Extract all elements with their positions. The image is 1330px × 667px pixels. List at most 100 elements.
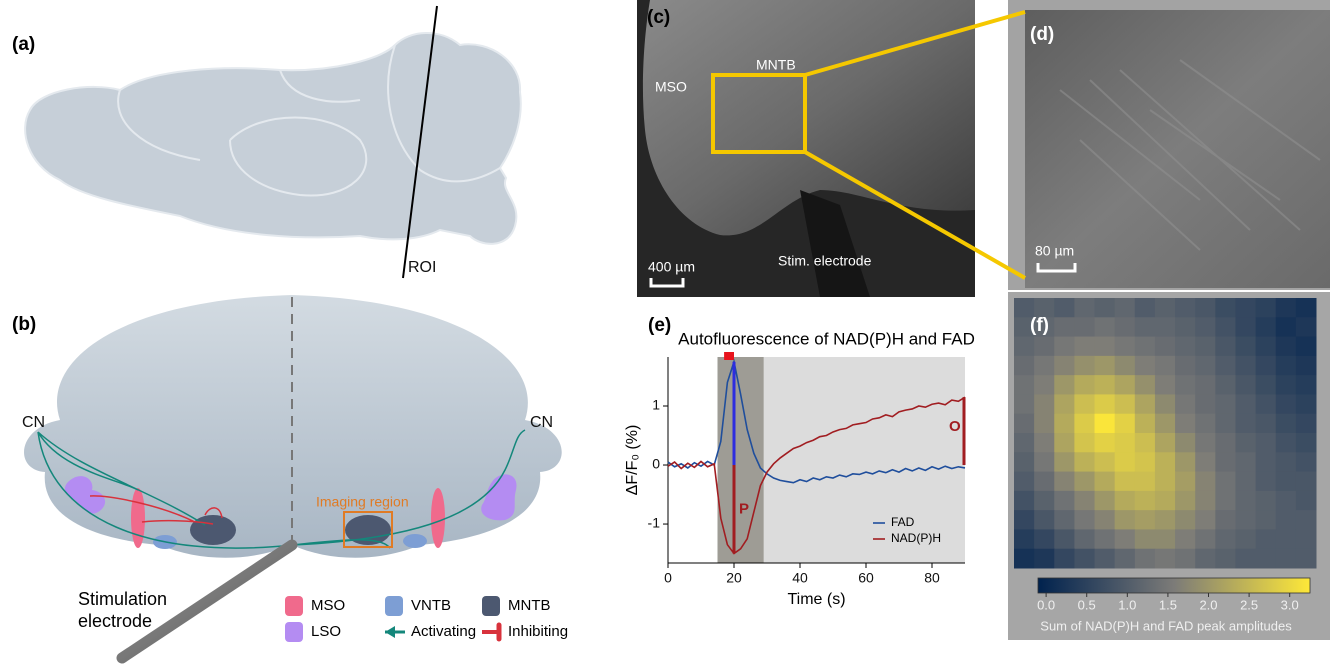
heatmap-cell [1256,433,1277,453]
heatmap-cell [1155,298,1176,318]
heatmap-cell [1074,356,1095,376]
heatmap-cell [1235,317,1256,337]
legend-label: MNTB [508,597,551,614]
heatmap-cell [1054,472,1075,492]
heatmap-cell [1195,452,1216,472]
legend-swatch [385,596,403,616]
electrode-label: electrode [78,611,152,631]
heatmap-cell [1195,472,1216,492]
heatmap-cell [1276,356,1297,376]
heatmap-cell [1115,549,1136,569]
heatmap-cell [1054,433,1075,453]
heatmap-cell [1115,317,1136,337]
heatmap-cell [1034,472,1055,492]
heatmap-cell [1215,472,1236,492]
panel-f: (f)0.00.51.01.52.02.53.0Sum of NAD(P)H a… [1008,292,1330,640]
heatmap-cell [1276,414,1297,434]
heatmap-cell [1014,472,1035,492]
mso-right [431,488,445,548]
heatmap-cell [1256,491,1277,511]
heatmap-cell [1195,510,1216,530]
heatmap-cell [1296,337,1317,357]
legend-label: VNTB [411,597,451,614]
heatmap-cell [1095,394,1116,414]
heatmap-cell [1074,529,1095,549]
heatmap-cell [1235,549,1256,569]
heatmap-cell [1135,356,1156,376]
heatmap-cell [1195,317,1216,337]
heatmap-cell [1235,472,1256,492]
heatmap-cell [1115,510,1136,530]
heatmap-cell [1175,317,1196,337]
heatmap-cell [1014,491,1035,511]
panel-label: (e) [648,315,671,336]
y-tick-label: 0 [652,456,660,472]
heatmap-cell [1175,356,1196,376]
heatmap-cell [1276,433,1297,453]
heatmap-cell [1054,549,1075,569]
heatmap-cell [1296,491,1317,511]
colorbar [1038,578,1310,593]
heatmap-cell [1215,529,1236,549]
heatmap-cell [1155,549,1176,569]
heatmap-cell [1014,433,1035,453]
heatmap-cell [1235,452,1256,472]
heatmap-cell [1095,375,1116,395]
colorbar-tick-label: 2.0 [1199,597,1217,612]
heatmap-cell [1155,414,1176,434]
heatmap-cell [1195,549,1216,569]
panel-c: MSO MNTB Stim. electrode 400 µm (c) [637,0,975,297]
heatmap-cell [1175,452,1196,472]
heatmap-cell [1155,452,1176,472]
legend-label: NAD(P)H [891,531,941,545]
panel-label: (d) [1030,24,1054,45]
heatmap-cell [1256,529,1277,549]
heatmap-cell [1215,356,1236,376]
heatmap-cell [1014,337,1035,357]
heatmap-cell [1074,472,1095,492]
heatmap-cell [1256,549,1277,569]
heatmap-cell [1235,433,1256,453]
heatmap-cell [1296,452,1317,472]
heatmap-cell [1296,433,1317,453]
heatmap-cell [1235,529,1256,549]
x-tick-label: 60 [858,570,874,586]
heatmap-cell [1155,433,1176,453]
heatmap-cell [1195,433,1216,453]
heatmap-cell [1155,510,1176,530]
heatmap-cell [1296,472,1317,492]
heatmap-cell [1054,394,1075,414]
heatmap-cell [1095,510,1116,530]
vntb-right [403,534,427,548]
heatmap-cell [1215,491,1236,511]
heatmap-cell [1296,414,1317,434]
heatmap-cell [1054,337,1075,357]
annotation: O [949,418,961,435]
annotation: P [739,500,749,517]
heatmap-cell [1095,298,1116,318]
heatmap-cell [1256,375,1277,395]
heatmap-cell [1296,317,1317,337]
heatmap-cell [1054,529,1075,549]
colorbar-tick-label: 2.5 [1240,597,1258,612]
heatmap-cell [1235,414,1256,434]
colorbar-tick-label: 1.5 [1159,597,1177,612]
heatmap-cell [1276,337,1297,357]
heatmap-cell [1155,337,1176,357]
heatmap-cell [1135,433,1156,453]
heatmap-cell [1276,472,1297,492]
stimulus-bar [724,352,734,360]
heatmap-cell [1095,452,1116,472]
heatmap-cell [1256,472,1277,492]
heatmap-cell [1175,414,1196,434]
legend-swatch [385,626,395,638]
heatmap-cell [1074,375,1095,395]
heatmap-cell [1074,491,1095,511]
heatmap-cell [1135,414,1156,434]
heatmap-cell [1296,529,1317,549]
heatmap-cell [1175,298,1196,318]
heatmap-cell [1175,472,1196,492]
y-tick-label: 1 [652,397,660,413]
heatmap-cell [1115,375,1136,395]
heatmap-cell [1215,375,1236,395]
